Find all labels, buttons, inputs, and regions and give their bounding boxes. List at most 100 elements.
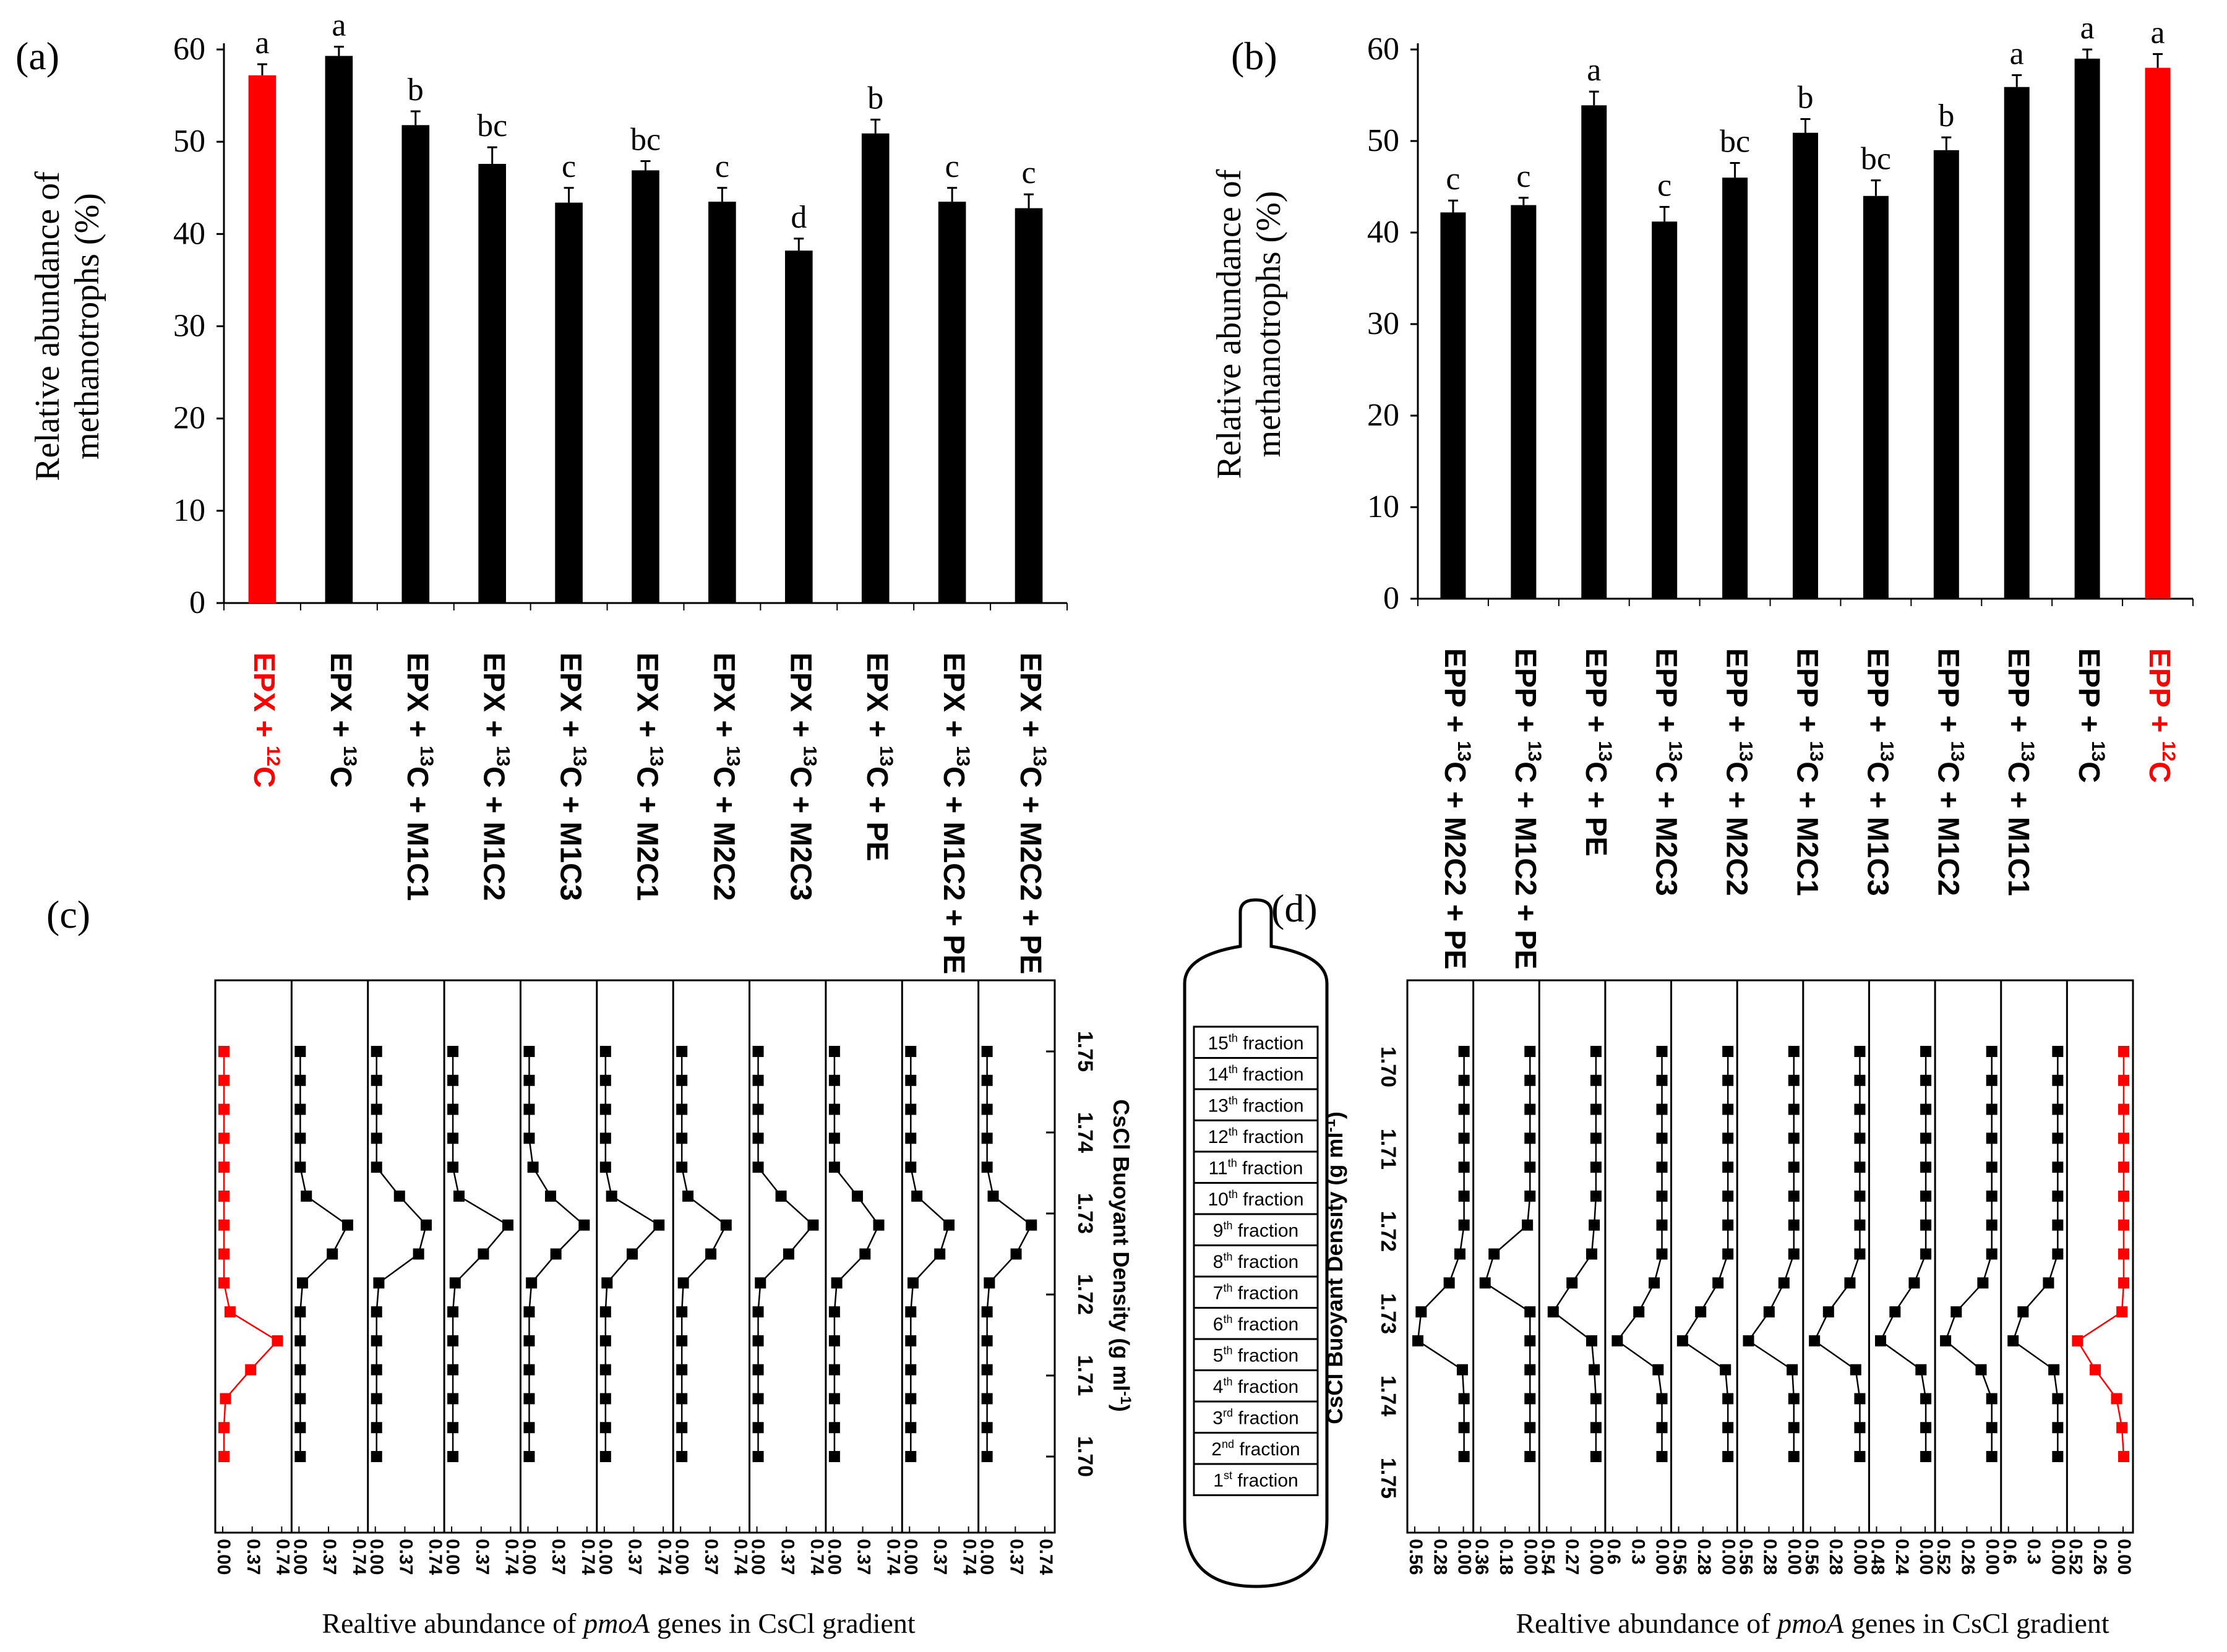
profile-point [752, 1074, 764, 1086]
profile-point [1720, 1364, 1731, 1376]
x-tick-label: 0.00 [1784, 1539, 1804, 1575]
profile-point [1986, 1248, 1997, 1260]
y-tick-label: 0 [1383, 581, 1399, 616]
fraction-box [1193, 1369, 1319, 1403]
profile-point [1950, 1306, 1962, 1318]
profile-point [905, 1132, 917, 1144]
fraction-label: 4th fraction [1213, 1376, 1298, 1397]
profile-point [1656, 1393, 1668, 1405]
profile-point [907, 1277, 919, 1289]
profile-point [502, 1219, 513, 1231]
profile-point [2052, 1074, 2064, 1086]
profile-point [2090, 1364, 2101, 1376]
profile-point [2118, 1132, 2129, 1144]
x-tick-label: 0.00 [1850, 1539, 1871, 1575]
profile-point [599, 1074, 611, 1086]
x-tick-label: 0.56 [1735, 1539, 1756, 1575]
significance-letter: a [2080, 11, 2095, 46]
profile-point [1854, 1190, 1866, 1202]
x-tick-label: 0.37 [472, 1539, 492, 1575]
profile-point [1458, 1132, 1470, 1144]
fraction-box [1193, 1338, 1319, 1371]
profile-point [371, 1364, 382, 1376]
profile-point [1920, 1451, 1932, 1462]
profile-point [1920, 1132, 1932, 1144]
x-axis-label: Realtive abundance of pmoA genes in CsCl… [322, 1607, 916, 1639]
x-tick-label: 0.37 [625, 1539, 645, 1575]
x-tick-label: 0.37 [1006, 1539, 1026, 1575]
profile-point [447, 1364, 459, 1376]
profile-point [2118, 1190, 2129, 1202]
profile-point [1633, 1306, 1645, 1318]
profile-point [599, 1335, 611, 1346]
profile-point [911, 1190, 923, 1202]
profile-point [1920, 1422, 1932, 1434]
profile-point [1656, 1451, 1668, 1462]
category-label: EPX + 13C + M1C2 + PE [937, 653, 973, 974]
significance-letter: c [1021, 155, 1036, 190]
profile-point [1586, 1248, 1597, 1260]
x-tick-label: 0.18 [1496, 1539, 1516, 1575]
profile-point [447, 1335, 459, 1346]
x-tick-label: 0.37 [701, 1539, 721, 1575]
profile-point [218, 1219, 230, 1231]
profile-point [523, 1335, 535, 1346]
profile-point [676, 1162, 688, 1173]
profile-point [752, 1393, 764, 1405]
bar [2145, 67, 2171, 599]
profile-point [2052, 1103, 2064, 1115]
significance-letter: a [2010, 36, 2024, 71]
x-tick-label: 0.74 [1036, 1539, 1056, 1575]
profile-point [682, 1190, 694, 1202]
cscl-tube-diagram: 15th fraction 14th fraction 13th fraction 1… [1183, 898, 1329, 1588]
profile-chart-d: 0.56 0.28 0.000.36 0.18 0.000.54 0.27 0.000.6 0… [1322, 979, 2134, 1639]
profile-point [1488, 1248, 1500, 1260]
fraction-label: 14th fraction [1208, 1063, 1303, 1085]
y-tick-label: 60 [1367, 32, 1399, 67]
category-label: EPP + 13C + M2C1 [1791, 648, 1827, 896]
y-axis-label-line2: methanotrophs (%) [1250, 191, 1288, 458]
profile-point [1656, 1219, 1668, 1231]
profile-point [599, 1132, 611, 1144]
profile-point [1986, 1451, 1997, 1462]
profile-point [676, 1132, 688, 1144]
y-tick-label: 40 [1367, 215, 1399, 250]
x-tick-label: 0.74 [731, 1539, 751, 1575]
profile-point [523, 1393, 535, 1405]
profile-point [523, 1451, 535, 1462]
profile-point [371, 1451, 382, 1462]
profile-point [1854, 1422, 1866, 1434]
profile-point [1986, 1422, 1997, 1434]
profile-point [245, 1364, 257, 1376]
density-tick-label: 1.73 [1376, 1293, 1400, 1334]
y-tick-label: 20 [1367, 398, 1399, 433]
profile-point [676, 1451, 688, 1462]
bar [938, 202, 966, 603]
profile-point [905, 1393, 917, 1405]
y-tick-label: 20 [173, 401, 205, 436]
density-axis-label: CsCl Buoyant Density (g ml-1) [1109, 1099, 1134, 1411]
profile-point [1524, 1422, 1536, 1434]
profile-point [1458, 1422, 1470, 1434]
density-tick-label: 1.74 [1376, 1376, 1400, 1416]
profile-point [2118, 1277, 2129, 1289]
profile-point [1722, 1451, 1734, 1462]
x-tick-label: 0.26 [2090, 1539, 2110, 1575]
profile-point [545, 1190, 557, 1202]
profile-point [578, 1219, 590, 1231]
category-label: EPX + 13C + M2C2 + PE [1014, 653, 1050, 974]
category-label: EPP + 13C [2072, 648, 2108, 783]
profile-point [1589, 1219, 1600, 1231]
profile-point [1920, 1103, 1932, 1115]
profile-point [1889, 1306, 1901, 1318]
profile-point [1920, 1248, 1932, 1260]
profile-point [1590, 1393, 1602, 1405]
profile-point [1010, 1248, 1022, 1260]
profile-point [1986, 1103, 1997, 1115]
profile-point [523, 1364, 535, 1376]
profile-point [1479, 1277, 1491, 1289]
profile-point [720, 1219, 732, 1231]
x-tick-label: 0.37 [854, 1539, 874, 1575]
profile-point [1788, 1422, 1800, 1434]
x-tick-label: 0.52 [1933, 1539, 1954, 1575]
